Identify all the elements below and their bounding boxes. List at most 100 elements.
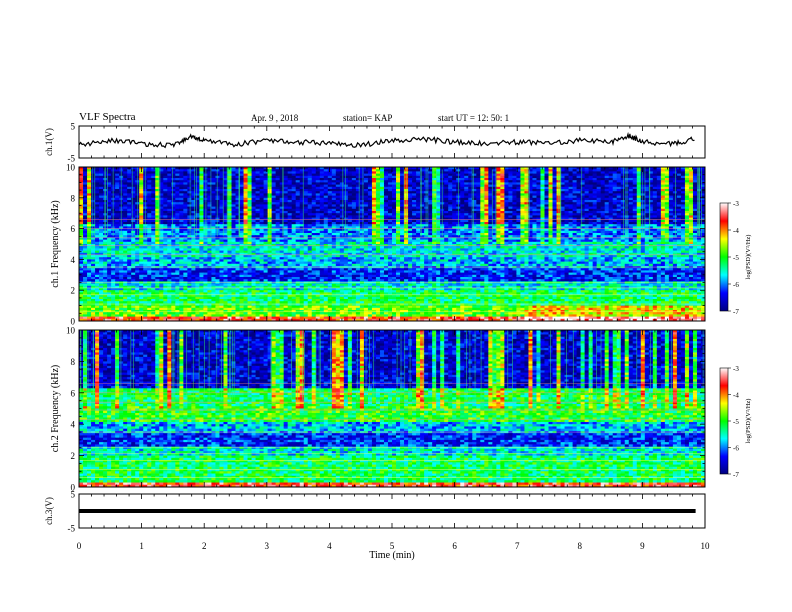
spectrogram-cell (303, 173, 309, 177)
spectrogram-cell (464, 211, 469, 214)
spectrogram-cell (676, 219, 682, 223)
spectrogram-cell (408, 206, 413, 210)
spectrogram-cell (271, 167, 277, 170)
spectrogram-cell (343, 228, 349, 232)
spectrogram-cell (163, 233, 168, 236)
spectrogram-cell (231, 182, 237, 186)
spectrogram-cell (99, 230, 104, 234)
spectrogram-cell (656, 228, 662, 232)
spectrogram-cell (404, 206, 409, 210)
spectrogram-cell (564, 180, 570, 183)
spectrogram-cell (315, 226, 321, 230)
spectrogram-cell (219, 169, 225, 172)
spectrogram-cell (267, 217, 273, 221)
spectrogram-cell (632, 219, 638, 223)
spectrogram-cell (271, 173, 277, 177)
spectrogram-cell (492, 182, 497, 186)
spectrogram-cell (472, 180, 477, 183)
spectrogram-cell (359, 200, 365, 203)
spectrogram-cell (339, 222, 345, 225)
spectrogram-cell (263, 208, 269, 212)
spectrogram-cell (396, 167, 401, 170)
spectrogram-cell (247, 235, 253, 238)
spectrogram-cell (412, 200, 417, 203)
spectrogram-cell (307, 184, 313, 188)
spectrogram-cell (684, 211, 690, 214)
spectrogram-cell (500, 182, 505, 186)
spectrogram-cell (516, 217, 522, 221)
spectrogram-cell (656, 180, 662, 183)
spectrogram-cell (488, 193, 493, 197)
spectrogram-cell (119, 235, 124, 238)
spectrogram-cell (596, 217, 602, 221)
spectrogram-cell (428, 217, 433, 221)
spectrogram-cell (131, 228, 136, 232)
spectrogram-cell (688, 222, 694, 225)
spectrogram-cell (295, 167, 301, 170)
spectrogram-cell (171, 195, 176, 199)
spectrogram-cell (640, 224, 646, 227)
spectrogram-cell (680, 186, 686, 190)
spectrogram-cell (259, 186, 265, 190)
spectrogram-cell (588, 230, 594, 234)
spectrogram-cell (331, 169, 337, 172)
spectrogram-cell (95, 178, 100, 181)
spectrogram-cell (412, 211, 417, 214)
spectrogram-cell (215, 182, 221, 186)
spectrogram-cell (267, 230, 273, 234)
spectrogram-cell (243, 219, 249, 223)
spectrogram-cell (183, 169, 188, 172)
spectrogram-cell (295, 215, 301, 219)
spectrogram-cell (271, 180, 277, 183)
spectrogram-cell (616, 169, 622, 172)
spectrogram-cell (139, 217, 144, 221)
spectrogram-cell (295, 222, 301, 225)
spectrogram-cell (632, 217, 638, 221)
spectrogram-cell (668, 202, 674, 205)
spectrogram-cell (107, 217, 112, 221)
spectrogram-cell (612, 222, 618, 225)
spectrogram-cell (496, 171, 501, 175)
spectrogram-cell (187, 226, 192, 230)
spectrogram-cell (219, 215, 225, 219)
spectrogram-cell (496, 184, 501, 188)
spectrogram-cell (676, 208, 682, 212)
spectrogram-cell (243, 180, 249, 183)
spectrogram-cell (251, 189, 257, 192)
spectrogram-cell (436, 184, 441, 188)
spectrogram-cell (219, 208, 225, 212)
spectrogram-cell (584, 230, 590, 234)
spectrogram-cell (131, 197, 136, 201)
spectrogram-cell (680, 169, 686, 172)
spectrogram-cell (351, 213, 357, 216)
spectrogram-cell (319, 180, 325, 183)
spectrogram-cell (700, 206, 705, 210)
spectrogram-cell (488, 184, 493, 188)
spectrogram-cell (452, 180, 457, 183)
spectrogram-cell (492, 180, 497, 183)
spectrogram-cell (464, 224, 469, 227)
spectrogram-cell (664, 213, 670, 216)
spectrogram-cell (91, 197, 96, 201)
spectrogram-cell (363, 175, 369, 179)
spectrogram-cell (428, 226, 433, 230)
spectrogram-cell (139, 213, 144, 216)
spectrogram-cell (171, 167, 176, 170)
spectrogram-cell (584, 171, 590, 175)
spectrogram-cell (576, 230, 582, 234)
spectrogram-cell (163, 224, 168, 227)
spectrogram-cell (532, 213, 538, 216)
spectrogram-cell (375, 228, 381, 232)
spectrogram-cell (508, 182, 513, 186)
spectrogram-cell (596, 226, 602, 230)
spectrogram-cell (215, 178, 221, 181)
spectrogram-cell (331, 235, 337, 238)
spectrogram-cell (640, 186, 646, 190)
spectrogram-cell (572, 189, 578, 192)
spectrogram-cell (327, 208, 333, 212)
spectrogram-cell (540, 224, 546, 227)
spectrogram-cell (428, 184, 433, 188)
spectrogram-cell (588, 175, 594, 179)
spectrogram-cell (151, 178, 156, 181)
spectrogram-cell (616, 182, 622, 186)
